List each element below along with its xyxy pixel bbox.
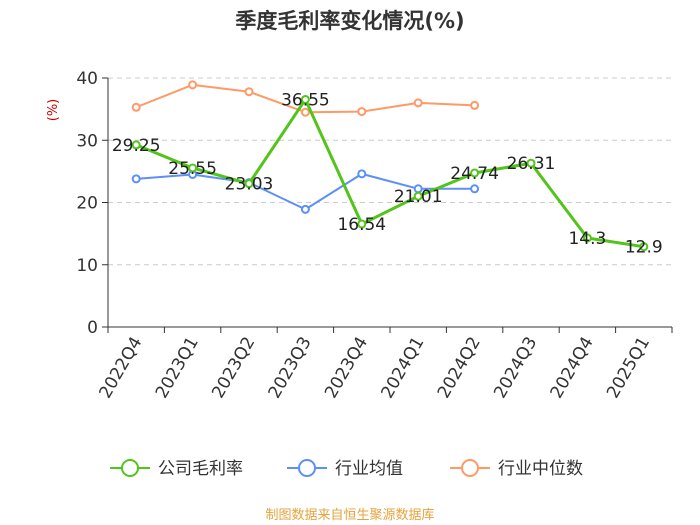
x-tick-label: 2025Q1 bbox=[603, 334, 654, 402]
data-label: 23.03 bbox=[225, 175, 274, 195]
data-point bbox=[131, 102, 141, 112]
x-tick-label: 2024Q1 bbox=[377, 334, 428, 402]
data-point bbox=[413, 98, 423, 108]
series-2 bbox=[131, 80, 480, 117]
data-label: 14.3 bbox=[568, 229, 606, 249]
data-point bbox=[357, 219, 367, 229]
data-point bbox=[131, 174, 141, 184]
data-point bbox=[300, 107, 310, 117]
x-tick-label: 2023Q1 bbox=[152, 334, 203, 402]
data-point bbox=[300, 94, 310, 104]
legend-label: 公司毛利率 bbox=[158, 459, 243, 479]
data-label: 21.01 bbox=[394, 187, 443, 207]
x-tick-label: 2022Q4 bbox=[95, 334, 146, 402]
series-line bbox=[135, 97, 645, 249]
legend: 公司毛利率 行业均值 行业中位数 bbox=[110, 459, 583, 479]
data-point bbox=[131, 140, 141, 150]
data-label: 29.25 bbox=[112, 136, 161, 156]
x-tick-label: 2023Q3 bbox=[265, 334, 316, 402]
data-point bbox=[470, 168, 480, 178]
y-axis-unit-label: (%) bbox=[46, 99, 61, 122]
data-label: 26.31 bbox=[507, 154, 556, 174]
data-point bbox=[188, 163, 198, 173]
x-tick-label: 2023Q2 bbox=[208, 334, 259, 402]
y-tick-label: 0 bbox=[87, 318, 98, 338]
data-point bbox=[244, 179, 254, 189]
x-tick-label: 2024Q4 bbox=[547, 334, 598, 402]
data-point bbox=[357, 107, 367, 117]
chart-title: 季度毛利率变化情况(%) bbox=[235, 9, 464, 33]
data-label: 24.74 bbox=[450, 164, 499, 184]
legend-swatch-marker bbox=[461, 459, 479, 477]
data-label: 12.9 bbox=[625, 238, 663, 258]
data-point bbox=[300, 204, 310, 214]
legend-item: 行业均值 bbox=[287, 459, 403, 479]
data-point bbox=[639, 242, 649, 252]
legend-label: 行业均值 bbox=[335, 459, 403, 479]
data-label: 25.55 bbox=[168, 159, 217, 179]
data-point bbox=[244, 87, 254, 97]
data-point bbox=[413, 191, 423, 201]
legend-item: 公司毛利率 bbox=[110, 459, 243, 479]
x-tick-label: 2023Q4 bbox=[321, 334, 372, 402]
data-point bbox=[188, 80, 198, 90]
x-tick-label: 2024Q2 bbox=[434, 333, 485, 401]
legend-swatch-marker bbox=[121, 459, 139, 477]
x-tick-label: 2024Q3 bbox=[490, 334, 541, 402]
data-point bbox=[357, 169, 367, 179]
data-label: 36.55 bbox=[281, 90, 330, 110]
legend-item: 行业中位数 bbox=[450, 459, 583, 479]
data-point bbox=[470, 184, 480, 194]
data-labels: 29.25 25.55 23.03 36.55 16.54 21.01 24.74 26.31… bbox=[112, 90, 663, 257]
source-note: 制图数据来自恒生聚源数据库 bbox=[265, 507, 434, 523]
y-tick-label: 40 bbox=[76, 69, 98, 89]
series-0 bbox=[131, 94, 649, 252]
data-point bbox=[526, 158, 536, 168]
series-lines bbox=[131, 80, 649, 252]
gridlines bbox=[108, 77, 672, 266]
y-tick-label: 30 bbox=[76, 131, 98, 151]
legend-label: 行业中位数 bbox=[498, 459, 583, 479]
y-tick-label: 20 bbox=[76, 194, 98, 214]
legend-swatch-marker bbox=[298, 459, 316, 477]
data-label: 16.54 bbox=[337, 215, 386, 235]
y-tick-label: 10 bbox=[76, 256, 98, 276]
data-point bbox=[470, 100, 480, 110]
data-point bbox=[582, 233, 592, 243]
